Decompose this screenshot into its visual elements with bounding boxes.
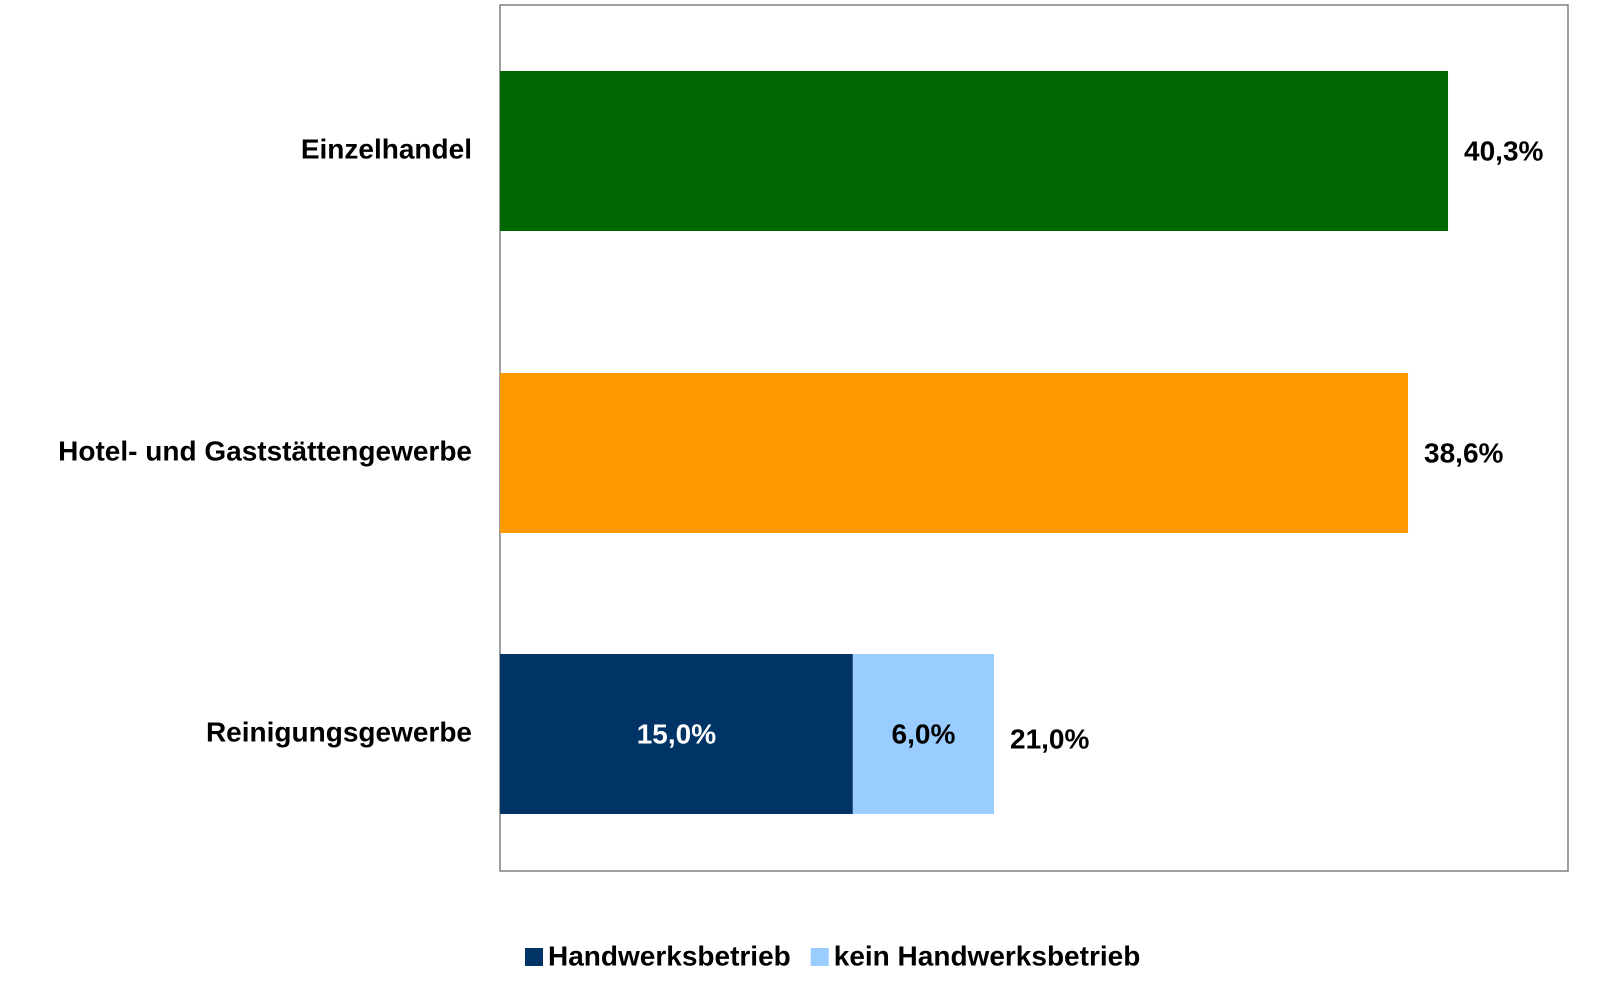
value-label: 21,0% [1010,723,1089,754]
bar [500,71,1449,231]
value-label: 40,3% [1464,135,1543,166]
legend-label: Handwerksbetrieb [548,940,791,971]
bar-segment [500,654,853,814]
legend-swatch [810,948,829,966]
y-tick-label: Reinigungsgewerbe [206,716,472,747]
y-tick-label: Einzelhandel [301,133,472,164]
legend-swatch [525,948,543,966]
bar [500,373,1409,533]
y-tick-label: Hotel- und Gaststättengewerbe [58,435,472,466]
segment-label: 15,0% [637,718,716,749]
bar-segment [852,654,995,814]
segment-label: 6,0% [892,718,956,749]
value-label: 38,6% [1424,437,1503,468]
legend-label: kein Handwerksbetrieb [834,940,1141,971]
